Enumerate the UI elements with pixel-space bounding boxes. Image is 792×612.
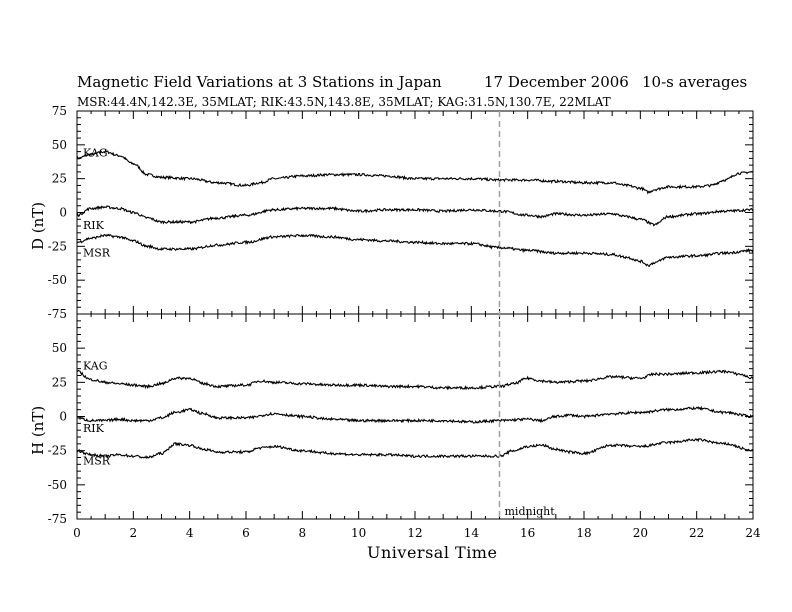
y-tick-label: 50 (52, 341, 67, 355)
y-tick-label: -75 (48, 512, 67, 526)
x-tick-label: 18 (576, 526, 591, 540)
series-label-msr: MSR (83, 455, 111, 468)
x-tick-label: 6 (242, 526, 250, 540)
x-tick-label: 4 (186, 526, 194, 540)
y-tick-label: -50 (48, 273, 67, 287)
panel-frame-d (76, 110, 754, 315)
series-line-msr (76, 437, 754, 460)
y-tick-label: 75 (52, 104, 67, 118)
series-label-msr: MSR (83, 246, 111, 259)
x-tick-label: 10 (351, 526, 366, 540)
h-axis-label: H (nT) (29, 405, 47, 455)
y-tick-label: -75 (48, 307, 67, 321)
series-line-rik (76, 205, 754, 227)
y-tick-label: 50 (52, 138, 67, 152)
x-tick-label: 12 (407, 526, 422, 540)
x-tick-label: 22 (689, 526, 704, 540)
midnight-label: midnight (505, 505, 556, 518)
x-tick-label: 20 (633, 526, 648, 540)
y-tick-label: -25 (48, 444, 67, 458)
x-tick-label: 2 (130, 526, 138, 540)
y-tick-label: 25 (52, 172, 67, 186)
y-tick-label: 0 (59, 206, 67, 220)
series-line-rik (76, 405, 754, 424)
y-tick-label: -25 (48, 239, 67, 253)
y-tick-label: -50 (48, 478, 67, 492)
x-tick-label: 24 (745, 526, 761, 540)
stations-line: MSR:44.4N,142.3E, 35MLAT; RIK:43.5N,143.… (77, 95, 611, 109)
x-tick-label: 16 (520, 526, 535, 540)
x-tick-label: 8 (299, 526, 307, 540)
x-tick-label: 0 (73, 526, 81, 540)
x-tick-label: 14 (464, 526, 480, 540)
series-label-rik: RIK (83, 422, 105, 435)
chart-title: Magnetic Field Variations at 3 Stations … (77, 73, 442, 91)
series-line-kag (76, 149, 754, 195)
series-line-kag (76, 369, 754, 391)
panel-frame-h (76, 313, 754, 520)
series-label-kag: KAG (83, 359, 108, 372)
series-label-kag: KAG (83, 146, 108, 159)
d-axis-label: D (nT) (29, 201, 47, 250)
y-tick-label: 0 (59, 410, 67, 424)
x-axis-label: Universal Time (367, 543, 498, 562)
series-label-rik: RIK (83, 219, 105, 232)
chart-averaging: 10-s averages (642, 73, 748, 91)
chart-date: 17 December 2006 (484, 73, 629, 91)
series-line-msr (76, 233, 754, 267)
y-tick-label: 25 (52, 375, 67, 389)
